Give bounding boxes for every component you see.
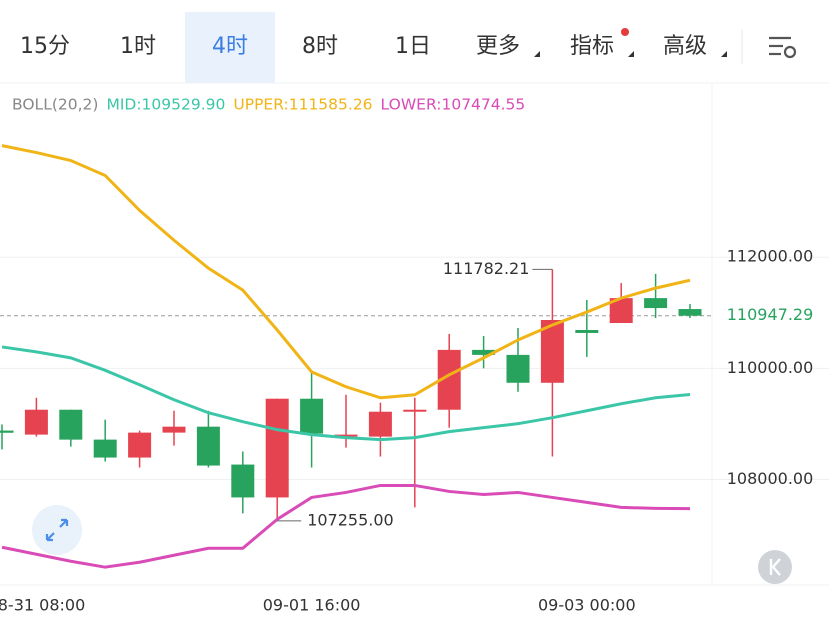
x-tick-label: 08-31 08:00 (0, 596, 85, 615)
candle-body (162, 426, 186, 433)
legend-entry: UPPER:111585.26 (233, 96, 372, 114)
candle-body (506, 354, 530, 383)
candle-body (472, 349, 496, 355)
tab[interactable]: 高级 (663, 34, 707, 59)
candle-body (196, 426, 220, 466)
y-tick-label: 108000.00 (727, 469, 814, 488)
tab-arrow (721, 51, 727, 57)
legend-entry: LOWER:107474.55 (381, 96, 526, 114)
k-button[interactable] (758, 550, 792, 584)
candle-body (403, 409, 427, 412)
last-price-box (716, 301, 829, 330)
tab[interactable]: 4时 (212, 34, 248, 59)
candle-body (609, 298, 633, 323)
candle-body (644, 298, 668, 309)
candle-body (93, 439, 117, 458)
tab-arrow (628, 51, 634, 57)
candle-body (265, 398, 289, 498)
candle-body (368, 411, 392, 437)
tab-highlight (185, 12, 275, 83)
settings-icon[interactable] (769, 36, 797, 59)
tab[interactable]: 8时 (302, 34, 338, 59)
tab[interactable]: 1日 (395, 34, 431, 59)
candle-body (540, 320, 564, 383)
indicator-label: BOLL(20,2) (12, 96, 98, 114)
candle-body (334, 434, 358, 437)
legend-entry: MID:109529.90 (106, 96, 225, 114)
candle-body (437, 349, 461, 410)
candle-body (59, 409, 83, 440)
boll-line (1, 144, 691, 400)
candle-body (300, 398, 324, 434)
tab-arrow (534, 51, 540, 57)
candle-body (678, 309, 702, 316)
x-tick-label: 09-01 16:00 (263, 596, 361, 615)
red-dot (621, 28, 629, 36)
candle-body (24, 409, 48, 435)
y-tick-label: 110000.00 (727, 358, 814, 377)
y-tick-label: 112000.00 (727, 247, 814, 266)
expand-button[interactable] (32, 505, 82, 555)
x-tick-label: 09-03 00:00 (538, 596, 636, 615)
tab[interactable]: 更多 (476, 34, 520, 59)
tab[interactable]: 15分 (20, 34, 70, 59)
last-price-label: 110947.29 (727, 305, 814, 324)
annotation-label: 111782.21 (443, 259, 530, 278)
tab[interactable]: 1时 (120, 34, 156, 59)
boll-line (1, 345, 691, 442)
boll-line (1, 483, 691, 569)
candle-body (231, 464, 255, 498)
candle-body (128, 432, 152, 458)
tab[interactable]: 指标 (570, 34, 614, 59)
annotation-label: 107255.00 (307, 510, 394, 529)
candle-body (575, 330, 599, 333)
candle-body (0, 430, 14, 433)
